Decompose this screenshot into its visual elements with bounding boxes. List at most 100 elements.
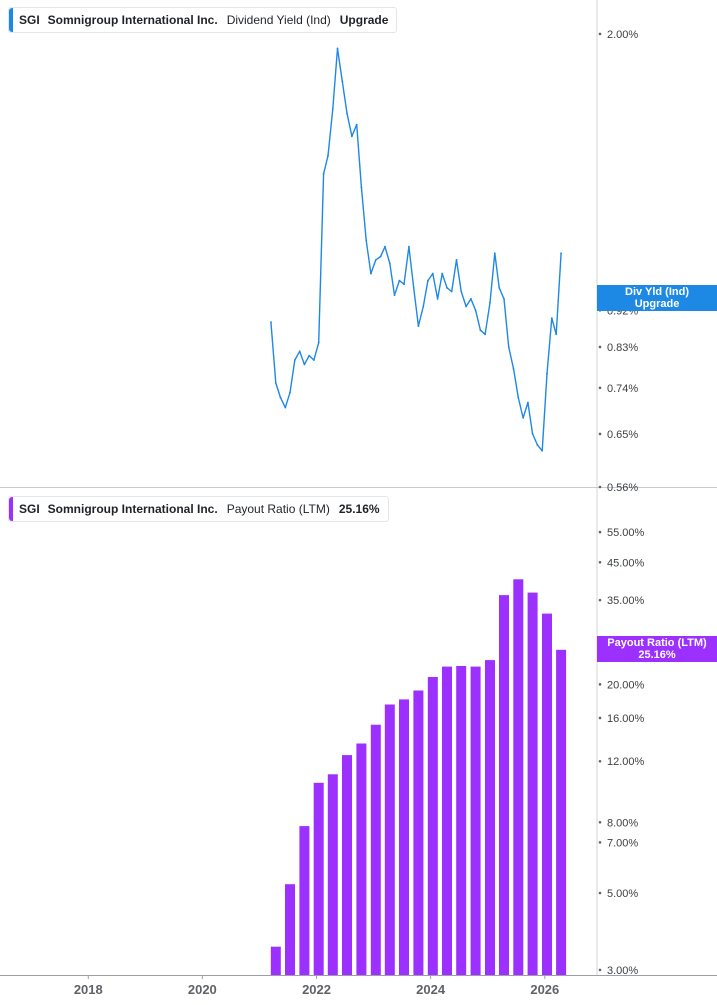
x-tick-label: 2018 [74, 982, 103, 997]
payout-ratio-y-tick-label: 8.00% [607, 817, 638, 829]
dividend-yield-point [384, 245, 386, 248]
dividend-yield-point [308, 354, 311, 357]
payout-ratio-legend-value: 25.16% [338, 502, 380, 516]
payout-ratio-bar [413, 690, 424, 975]
payout-ratio-y-tick-label: 3.00% [607, 965, 638, 977]
dividend-yield-point [336, 47, 339, 50]
dividend-yield-point [350, 135, 353, 138]
payout-ratio-y-tick-mark [598, 820, 602, 824]
payout-ratio-bar [556, 649, 567, 975]
payout-ratio-value-tag: Payout Ratio (LTM) 25.16% [597, 636, 717, 662]
dividend-yield-tag-value: Upgrade [634, 298, 680, 310]
x-tick-label: 2026 [530, 982, 559, 997]
payout-ratio-bar [470, 666, 481, 975]
payout-ratio-bar [542, 613, 552, 975]
dividend-yield-point [512, 368, 515, 370]
dividend-yield-point [470, 297, 472, 300]
dividend-yield-point [355, 123, 358, 126]
payout-ratio-bar [456, 666, 467, 975]
payout-ratio-y-tick-mark [598, 841, 602, 844]
dividend-yield-point [303, 363, 306, 366]
dividend-yield-point [427, 279, 429, 282]
dividend-yield-point [460, 290, 463, 293]
dividend-yield-point [379, 255, 382, 258]
x-tick-label: 2020 [188, 982, 217, 997]
payout-ratio-y-tick-label: 7.00% [607, 837, 638, 849]
dividend-yield-point [341, 80, 344, 83]
dividend-yield-point [393, 294, 396, 297]
payout-ratio-bar [356, 743, 367, 975]
dividend-yield-value-tag: Div Yld (Ind) Upgrade [597, 285, 717, 311]
payout-ratio-y-tick-mark [598, 530, 602, 534]
dividend-yield-point [484, 333, 487, 336]
dividend-yield-point [555, 333, 558, 336]
dividend-yield-point [536, 444, 539, 446]
dividend-yield-point [289, 391, 291, 394]
dividend-yield-point [522, 416, 524, 419]
payout-ratio-bar [270, 946, 281, 975]
payout-ratio-bar [313, 782, 324, 975]
dividend-yield-legend-company: Somnigroup International Inc. [47, 13, 218, 27]
dividend-yield-y-tick-mark [598, 432, 602, 436]
payout-ratio-y-tick-label: 5.00% [607, 888, 638, 900]
x-tick-label: 2022 [302, 982, 331, 997]
payout-ratio-y-tick-mark [598, 683, 602, 686]
payout-ratio-legend-ticker: SGI [19, 502, 40, 516]
dividend-yield-point [274, 382, 277, 384]
dividend-yield-point [270, 321, 272, 324]
dividend-yield-point [365, 239, 368, 242]
dividend-yield-series-line [270, 47, 562, 452]
payout-ratio-bar [499, 595, 509, 975]
dividend-yield-point [346, 112, 348, 115]
dividend-yield-point [527, 401, 529, 404]
payout-ratio-y-tick-label: 35.00% [607, 595, 645, 607]
dividend-yield-point [422, 305, 425, 308]
dividend-yield-y-tick-mark [598, 485, 602, 489]
dividend-yield-point [436, 297, 439, 300]
payout-ratio-y-tick-label: 55.00% [607, 527, 645, 539]
dividend-yield-point [370, 272, 372, 275]
dividend-yield-y-tick-mark [598, 32, 602, 36]
payout-ratio-bar [527, 592, 538, 975]
payout-ratio-bar [513, 579, 524, 975]
dividend-yield-point [546, 372, 548, 375]
dividend-yield-y-tick-label: 0.74% [607, 383, 638, 395]
dividend-yield-point [450, 290, 453, 293]
payout-ratio-y-tick-label: 12.00% [607, 756, 645, 768]
dividend-yield-y-tick-label: 0.65% [607, 429, 638, 441]
dividend-yield-y-tick-mark [598, 386, 602, 390]
dividend-yield-point [298, 350, 301, 353]
dividend-yield-point [331, 108, 334, 110]
dividend-yield-point [417, 325, 420, 328]
payout-ratio-tag-value: 25.16% [638, 649, 676, 661]
payout-ratio-y-tick-label: 45.00% [607, 557, 645, 569]
payout-ratio-legend-company: Somnigroup International Inc. [47, 502, 218, 516]
dividend-yield-y-tick-mark [598, 345, 602, 349]
payout-ratio-y-tick-label: 16.00% [607, 713, 645, 725]
payout-ratio-bar [327, 774, 338, 975]
dividend-yield-point [441, 272, 444, 275]
dividend-yield-point [479, 329, 482, 332]
payout-ratio-bar [485, 660, 495, 975]
dividend-yield-point [455, 258, 458, 261]
payout-ratio-bar [427, 677, 438, 975]
payout-ratio-bar [299, 826, 310, 975]
dividend-yield-legend: SGI Somnigroup International Inc. Divide… [8, 7, 398, 33]
payout-ratio-y-tick-mark [598, 968, 602, 972]
dividend-yield-point [507, 346, 510, 348]
payout-ratio-bar [342, 755, 352, 975]
dividend-yield-point [493, 252, 496, 255]
dividend-yield-point [312, 359, 315, 361]
dividend-yield-point [279, 396, 282, 399]
dividend-yield-legend-value: Upgrade [339, 13, 389, 27]
payout-ratio-bar [384, 704, 395, 975]
dividend-yield-legend-metric: Dividend Yield (Ind) [226, 13, 331, 27]
dividend-yield-point [498, 286, 501, 289]
dividend-yield-point [465, 305, 467, 308]
dividend-yield-point [327, 154, 329, 157]
dividend-yield-point [517, 396, 520, 399]
dividend-yield-point [489, 301, 491, 304]
dividend-yield-point [531, 433, 534, 435]
dividend-yield-point [503, 297, 505, 300]
